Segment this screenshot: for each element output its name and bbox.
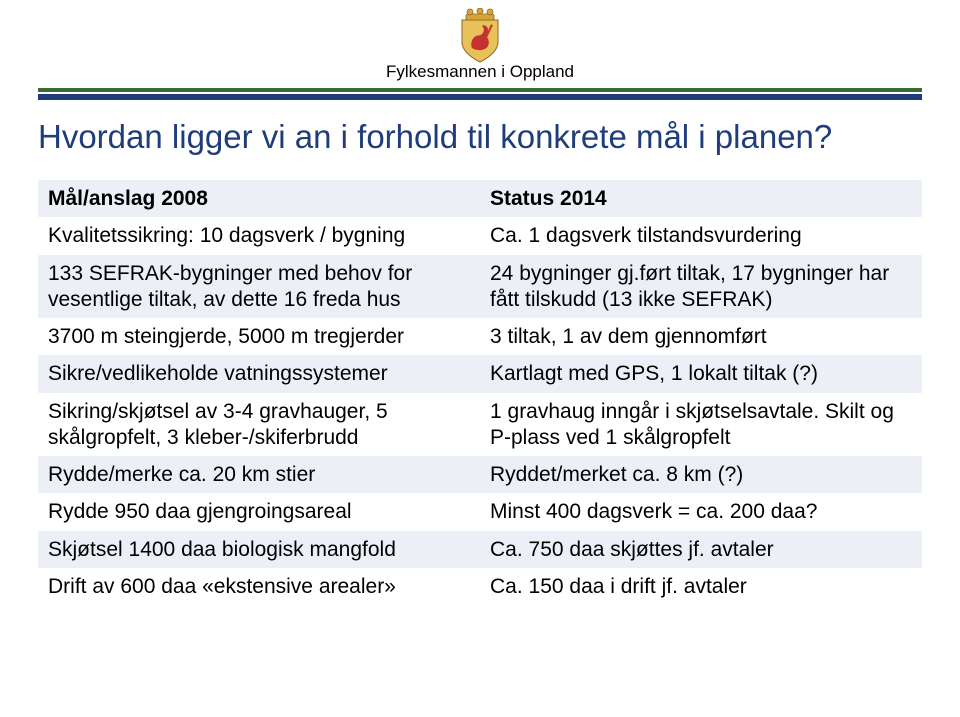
table-row: Mål/anslag 2008 Status 2014 — [38, 180, 922, 217]
table-row: Kvalitetssikring: 10 dagsverk / bygning … — [38, 217, 922, 254]
cell-right: Minst 400 dagsverk = ca. 200 daa? — [480, 493, 922, 530]
slide: Fylkesmannen i Oppland Hvordan ligger vi… — [0, 0, 960, 717]
crest-icon — [456, 8, 504, 69]
table-row: Sikre/vedlikeholde vatningssystemer Kart… — [38, 355, 922, 392]
table-row: 3700 m steingjerde, 5000 m tregjerder 3 … — [38, 318, 922, 355]
page-title: Hvordan ligger vi an i forhold til konkr… — [38, 118, 922, 156]
comparison-table: Mål/anslag 2008 Status 2014 Kvalitetssik… — [38, 180, 922, 605]
cell-left: Sikre/vedlikeholde vatningssystemer — [38, 355, 480, 392]
cell-right: Ca. 150 daa i drift jf. avtaler — [480, 568, 922, 605]
cell-right: 24 bygninger gj.ført tiltak, 17 bygninge… — [480, 255, 922, 319]
table-row: Rydde/merke ca. 20 km stier Ryddet/merke… — [38, 456, 922, 493]
table-row: 133 SEFRAK-bygninger med behov for vesen… — [38, 255, 922, 319]
cell-left: Skjøtsel 1400 daa biologisk mangfold — [38, 531, 480, 568]
table-header-right: Status 2014 — [480, 180, 922, 217]
cell-left: 133 SEFRAK-bygninger med behov for vesen… — [38, 255, 480, 319]
table-row: Drift av 600 daa «ekstensive arealer» Ca… — [38, 568, 922, 605]
cell-left: Sikring/skjøtsel av 3-4 gravhauger, 5 sk… — [38, 393, 480, 457]
cell-left: 3700 m steingjerde, 5000 m tregjerder — [38, 318, 480, 355]
table-row: Rydde 950 daa gjengroingsareal Minst 400… — [38, 493, 922, 530]
cell-right: Kartlagt med GPS, 1 lokalt tiltak (?) — [480, 355, 922, 392]
cell-right: Ca. 750 daa skjøttes jf. avtaler — [480, 531, 922, 568]
table-row: Skjøtsel 1400 daa biologisk mangfold Ca.… — [38, 531, 922, 568]
cell-left: Rydde 950 daa gjengroingsareal — [38, 493, 480, 530]
table-row: Sikring/skjøtsel av 3-4 gravhauger, 5 sk… — [38, 393, 922, 457]
cell-right: 1 gravhaug inngår i skjøtselsavtale. Ski… — [480, 393, 922, 457]
divider — [38, 88, 922, 100]
cell-right: Ryddet/merket ca. 8 km (?) — [480, 456, 922, 493]
cell-left: Rydde/merke ca. 20 km stier — [38, 456, 480, 493]
cell-left: Kvalitetssikring: 10 dagsverk / bygning — [38, 217, 480, 254]
cell-right: 3 tiltak, 1 av dem gjennomført — [480, 318, 922, 355]
table-header-left: Mål/anslag 2008 — [38, 180, 480, 217]
org-label: Fylkesmannen i Oppland — [0, 62, 960, 82]
cell-right: Ca. 1 dagsverk tilstandsvurdering — [480, 217, 922, 254]
cell-left: Drift av 600 daa «ekstensive arealer» — [38, 568, 480, 605]
